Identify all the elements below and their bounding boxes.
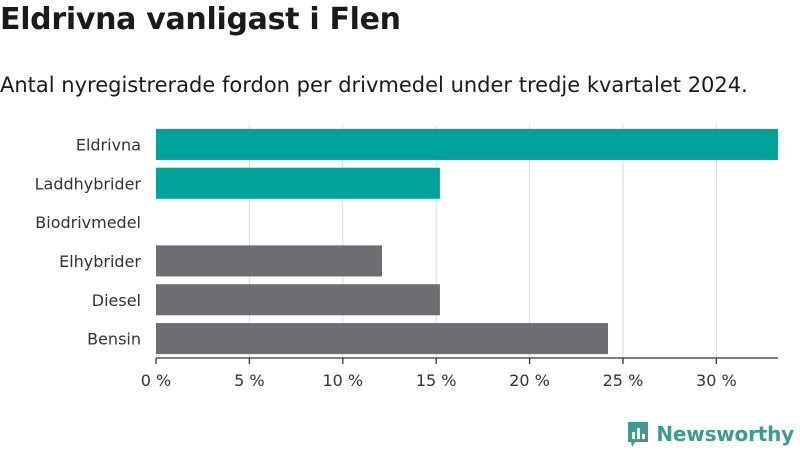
bar xyxy=(156,167,440,199)
category-label: Elhybrider xyxy=(59,252,141,271)
x-tick-label: 5 % xyxy=(234,371,264,390)
x-tick-label: 15 % xyxy=(416,371,457,390)
category-label: Diesel xyxy=(92,291,141,310)
bar xyxy=(156,245,383,277)
newsworthy-icon xyxy=(628,422,649,447)
category-label: Laddhybrider xyxy=(35,174,142,193)
x-tick-label: 20 % xyxy=(509,371,550,390)
bar xyxy=(156,128,778,160)
category-label: Biodrivmedel xyxy=(35,213,141,232)
brand-name: Newsworthy xyxy=(656,422,794,446)
chart-subtitle: Antal nyregistrerade fordon per drivmede… xyxy=(0,73,748,97)
bar-chart: Eldrivna Laddhybrider Biodrivmedel Elhybrid… xyxy=(35,125,778,390)
category-label: Bensin xyxy=(87,330,141,349)
bar xyxy=(156,323,609,355)
x-tick-label: 10 % xyxy=(322,371,363,390)
x-tick-label: 0 % xyxy=(141,371,171,390)
newsworthy-logo: Newsworthy xyxy=(626,420,794,448)
chart-title: Eldrivna vanligast i Flen xyxy=(0,2,401,37)
x-tick-label: 25 % xyxy=(603,371,644,390)
x-tick-label: 30 % xyxy=(696,371,737,390)
bar xyxy=(156,284,440,316)
category-label: Eldrivna xyxy=(76,135,141,154)
